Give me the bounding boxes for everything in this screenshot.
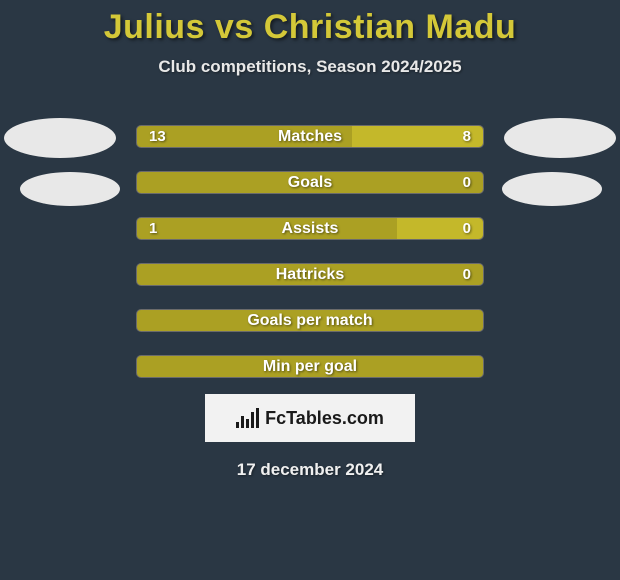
player-right-avatar-small (502, 172, 602, 206)
bar-row-hattricks: Hattricks 0 (136, 263, 484, 286)
player-right-avatar (504, 118, 616, 158)
bar-row-assists: 1 Assists 0 (136, 217, 484, 240)
bar-label: Hattricks (137, 264, 483, 285)
bar-row-goals: Goals 0 (136, 171, 484, 194)
footer-date: 17 december 2024 (0, 460, 620, 480)
bar-row-goals-per-match: Goals per match (136, 309, 484, 332)
bar-right-value: 0 (463, 264, 471, 285)
bar-label: Assists (137, 218, 483, 239)
comparison-chart: 13 Matches 8 Goals 0 1 Assists 0 Hattric… (136, 125, 484, 378)
bar-label: Goals per match (137, 310, 483, 331)
player-left-avatar-small (20, 172, 120, 206)
bar-label: Goals (137, 172, 483, 193)
bar-label: Min per goal (137, 356, 483, 377)
bar-label: Matches (137, 126, 483, 147)
brand-text: FcTables.com (265, 408, 384, 429)
bar-chart-icon (236, 408, 259, 428)
bar-row-matches: 13 Matches 8 (136, 125, 484, 148)
player-left-avatar (4, 118, 116, 158)
bar-right-value: 0 (463, 172, 471, 193)
bar-right-value: 8 (463, 126, 471, 147)
brand-badge: FcTables.com (205, 394, 415, 442)
root: Julius vs Christian Madu Club competitio… (0, 0, 620, 580)
bar-row-min-per-goal: Min per goal (136, 355, 484, 378)
page-subtitle: Club competitions, Season 2024/2025 (0, 57, 620, 77)
page-title: Julius vs Christian Madu (0, 8, 620, 47)
bar-right-value: 0 (463, 218, 471, 239)
